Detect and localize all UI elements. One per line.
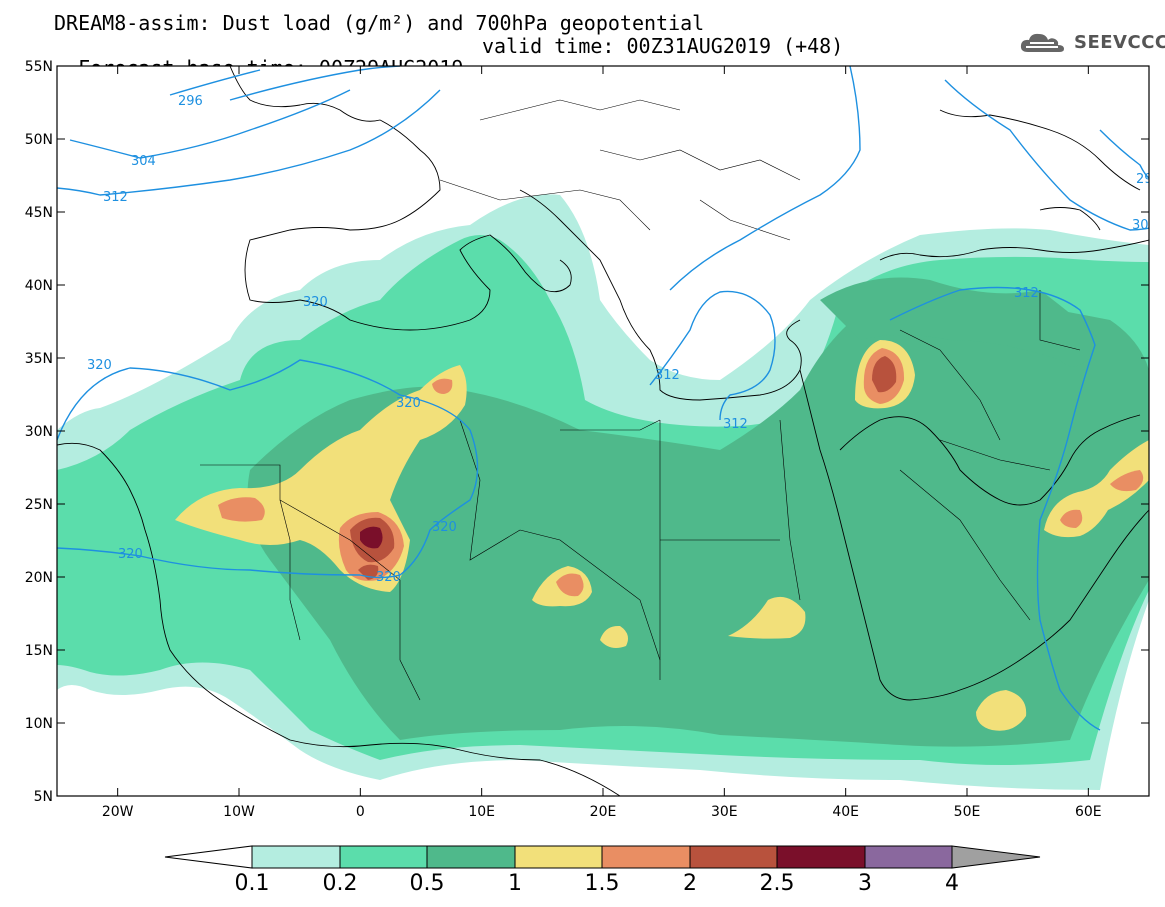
- dust-field-0.5-east: [820, 277, 1100, 367]
- map-title: DREAM8-assim: Dust load (g/m²) and 700hP…: [54, 11, 705, 35]
- colorbar-label: 2.5: [759, 871, 795, 896]
- lon-tick-label: 60E: [1075, 804, 1102, 820]
- colorbar-swatch: [514, 845, 603, 869]
- lon-tick-label: 0: [356, 804, 365, 820]
- lon-tick-label: 40E: [832, 804, 859, 820]
- contour-label: 296: [178, 94, 203, 109]
- lat-axis: 55N 50N 45N 40N 35N 30N 25N 20N 15N 10N 5N: [25, 59, 1149, 805]
- dust-field-1.5-f: [1060, 509, 1083, 528]
- colorbar-upper-arrow: [951, 845, 1041, 869]
- lat-tick-label: 15N: [25, 643, 53, 659]
- colorbar-swatch: [689, 845, 778, 869]
- lon-tick-label: 50E: [954, 804, 981, 820]
- colorbar-label: 0.2: [322, 871, 358, 896]
- lon-tick-label: 10E: [468, 804, 495, 820]
- colorbar-label: 1.5: [584, 871, 620, 896]
- colorbar-label: 4: [945, 871, 959, 896]
- lat-tick-label: 55N: [25, 59, 53, 75]
- contour-label: 304: [131, 154, 156, 169]
- contour-label: 320: [396, 396, 421, 411]
- contour-label: 320: [118, 547, 143, 562]
- lon-tick-label: 10W: [223, 804, 255, 820]
- lat-tick-label: 35N: [25, 351, 53, 367]
- lat-tick-label: 45N: [25, 205, 53, 221]
- contour-label: 30: [1132, 218, 1149, 233]
- dust-field-1.5-g: [1110, 470, 1144, 492]
- geopotential-contours: [57, 66, 1149, 731]
- dust-field-2.5: [360, 526, 383, 549]
- dust-field-1-c: [728, 596, 806, 639]
- lat-tick-label: 5N: [34, 789, 53, 805]
- contour-label: 29: [1136, 172, 1153, 187]
- dust-field-2-c: [358, 564, 379, 580]
- colorbar-swatch: [426, 845, 516, 869]
- contour-label: 320: [87, 358, 112, 373]
- dust-field-1-e: [976, 690, 1027, 731]
- logo-text: SEEVCCC: [1074, 32, 1165, 53]
- lat-tick-label: 30N: [25, 424, 53, 440]
- dust-field-1.5-e: [432, 378, 453, 394]
- colorbar-swatch: [339, 845, 428, 869]
- lon-tick-label: 20W: [102, 804, 134, 820]
- dust-field-2-b: [872, 356, 897, 393]
- colorbar-lower-arrow: [164, 845, 253, 869]
- coastlines: [57, 66, 1149, 796]
- dust-field-1.5-c: [556, 573, 584, 597]
- colorbar-swatch: [776, 845, 866, 869]
- lat-tick-label: 20N: [25, 570, 53, 586]
- colorbar: [164, 845, 1041, 869]
- colorbar-swatch: [601, 845, 691, 869]
- dust-field-1-g: [600, 625, 628, 648]
- dust-field-1.5: [218, 497, 265, 522]
- lat-tick-label: 40N: [25, 278, 53, 294]
- colorbar-swatch: [251, 845, 341, 869]
- lon-tick-label: 20E: [590, 804, 617, 820]
- contour-labels: 296 304 312 320 320 320 320 320 320 312 …: [87, 94, 1153, 585]
- colorbar-label: 0.1: [234, 871, 270, 896]
- contour-label: 312: [103, 190, 128, 205]
- colorbar-label: 3: [858, 871, 872, 896]
- contour-label: 320: [376, 570, 401, 585]
- colorbar-swatch: [864, 845, 953, 869]
- seevccc-logo: SEEVCCC: [1018, 30, 1165, 54]
- contour-label: 312: [723, 417, 748, 432]
- lon-tick-label: 30E: [711, 804, 738, 820]
- lat-tick-label: 10N: [25, 716, 53, 732]
- cloud-icon: [1020, 33, 1064, 52]
- lat-tick-label: 25N: [25, 497, 53, 513]
- lon-axis: 20W 10W 0 10E 20E 30E 40E 50E 60E: [102, 66, 1102, 820]
- contour-label: 312: [655, 368, 680, 383]
- contour-label: 320: [432, 520, 457, 535]
- contour-label: 312: [1014, 286, 1039, 301]
- country-borders: [200, 99, 1081, 701]
- contour-label: 320: [303, 295, 328, 310]
- colorbar-label: 2: [683, 871, 697, 896]
- lat-tick-label: 50N: [25, 132, 53, 148]
- colorbar-label: 0.5: [409, 871, 445, 896]
- dust-field-0.5: [247, 295, 1149, 747]
- colorbar-label: 1: [508, 871, 522, 896]
- valid-time: valid time: 00Z31AUG2019 (+48): [482, 34, 844, 58]
- map-area: 296 304 312 320 320 320 320 320 320 312 …: [57, 66, 1153, 796]
